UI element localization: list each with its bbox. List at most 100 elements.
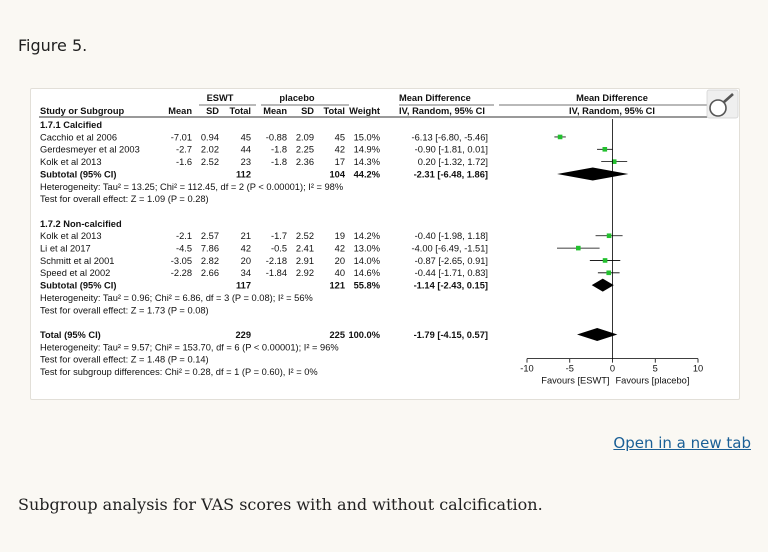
point-estimate — [611, 159, 617, 164]
eswt-sd: 2.82 — [201, 256, 219, 266]
placebo-mean-header: Mean — [263, 106, 287, 116]
weight-value: 55.8% — [354, 281, 381, 291]
placebo-total: 42 — [335, 145, 345, 155]
md-ci-value: -1.14 [-2.43, 0.15] — [414, 281, 488, 291]
md-ci-value: 0.20 [-1.32, 1.72] — [418, 157, 488, 167]
placebo-total: 17 — [335, 157, 345, 167]
eswt-mean: -7.01 — [171, 132, 192, 142]
eswt-total: 34 — [241, 268, 251, 278]
md-ci-value: -0.40 [-1.98, 1.18] — [415, 231, 488, 241]
eswt-sd: 2.52 — [201, 157, 219, 167]
eswt-sd: 0.94 — [201, 132, 219, 142]
md-ci-value: -2.31 [-6.48, 1.86] — [414, 169, 488, 179]
placebo-mean: -1.7 — [271, 231, 287, 241]
weight-value: 14.3% — [354, 157, 380, 167]
placebo-total-header: Total — [323, 106, 345, 116]
study-header: Study or Subgroup — [40, 106, 125, 116]
weight-value: 44.2% — [354, 169, 381, 179]
x-tick-label: -10 — [520, 364, 533, 374]
eswt-mean: -4.5 — [176, 244, 192, 254]
placebo-sd: 2.91 — [296, 256, 314, 266]
placebo-total: 104 — [329, 169, 345, 179]
placebo-total: 121 — [329, 281, 345, 291]
eswt-total: 21 — [241, 231, 251, 241]
point-estimate — [606, 270, 612, 276]
point-estimate — [576, 245, 581, 251]
placebo-mean: -1.84 — [266, 268, 287, 278]
eswt-mean: -2.1 — [176, 231, 192, 241]
eswt-total: 44 — [241, 145, 251, 155]
placebo-sd: 2.36 — [296, 157, 314, 167]
subtotal-label: Subtotal (95% CI) — [40, 281, 116, 291]
study-label: Li et al 2017 — [40, 244, 91, 254]
summary-diamond — [591, 278, 614, 292]
placebo-sd: 2.25 — [296, 145, 314, 155]
placebo-sd: 2.41 — [296, 244, 314, 254]
subtotal-label: Subtotal (95% CI) — [40, 169, 116, 179]
x-tick-label: 10 — [693, 364, 703, 374]
x-tick-label: 5 — [653, 364, 658, 374]
eswt-mean: -2.7 — [176, 145, 192, 155]
note-label: Heterogeneity: Tau² = 9.57; Chi² = 153.7… — [40, 342, 339, 352]
md-ci-value: -0.44 [-1.71, 0.83] — [415, 268, 488, 278]
magnifier-icon — [709, 99, 727, 117]
forest-plot: ESWT placebo Mean Difference Mean Differenc… — [39, 89, 739, 386]
placebo-header: placebo — [279, 93, 314, 103]
md-ci-value: -6.13 [-6.80, -5.46] — [412, 132, 489, 142]
study-label: Kolk et al 2013 — [40, 157, 102, 167]
note-label: Heterogeneity: Tau² = 0.96; Chi² = 6.86,… — [40, 293, 313, 303]
md-header: Mean Difference — [399, 93, 471, 103]
favours-placebo-label: Favours [placebo] — [616, 376, 690, 386]
open-in-new-tab-link[interactable]: Open in a new tab — [613, 434, 751, 452]
weight-value: 14.9% — [354, 145, 380, 155]
placebo-total: 45 — [335, 132, 345, 142]
placebo-sd: 2.52 — [296, 231, 314, 241]
placebo-sd: 2.09 — [296, 132, 314, 142]
placebo-mean: -1.8 — [271, 145, 287, 155]
weight-value: 14.2% — [354, 231, 380, 241]
md-ci-value: -0.87 [-2.65, 0.91] — [415, 256, 488, 266]
note-label: Heterogeneity: Tau² = 13.25; Chi² = 112.… — [40, 182, 343, 192]
md-ci-value: -4.00 [-6.49, -1.51] — [412, 244, 489, 254]
note-label: Test for subgroup differences: Chi² = 0.… — [40, 367, 318, 377]
eswt-total: 20 — [241, 256, 251, 266]
md-ci-value: -0.90 [-1.81, 0.01] — [415, 145, 488, 155]
summary-diamond — [557, 167, 629, 181]
magnifier-icon-handle — [723, 93, 734, 103]
eswt-total: 229 — [235, 330, 251, 340]
placebo-total: 42 — [335, 244, 345, 254]
md-ci-value: -1.79 [-4.15, 0.57] — [414, 330, 488, 340]
placebo-total: 40 — [335, 268, 345, 278]
group-label: 1.7.1 Calcified — [40, 120, 102, 130]
note-label: Test for overall effect: Z = 1.73 (P = 0… — [40, 305, 209, 315]
eswt-mean-header: Mean — [168, 106, 192, 116]
note-label: Test for overall effect: Z = 1.09 (P = 0… — [40, 194, 209, 204]
summary-diamond — [577, 328, 618, 342]
study-label: Kolk et al 2013 — [40, 231, 102, 241]
study-label: Schmitt et al 2001 — [40, 256, 114, 266]
study-label: Cacchio et al 2006 — [40, 132, 117, 142]
study-label: Gerdesmeyer et al 2003 — [40, 145, 140, 155]
study-label: Speed et al 2002 — [40, 268, 110, 278]
eswt-mean: -1.6 — [176, 157, 192, 167]
note-label: Test for overall effect: Z = 1.48 (P = 0… — [40, 355, 209, 365]
subtotal-label: Total (95% CI) — [40, 330, 101, 340]
figure-caption: Subgroup analysis for VAS scores with an… — [18, 495, 543, 514]
weight-value: 13.0% — [354, 244, 380, 254]
eswt-mean: -2.28 — [171, 268, 192, 278]
plot-md-header: Mean Difference — [576, 93, 648, 103]
placebo-sd: 2.92 — [296, 268, 314, 278]
weight-value: 14.0% — [354, 256, 380, 266]
point-estimate — [606, 233, 612, 239]
eswt-sd-header: SD — [206, 106, 219, 116]
eswt-sd: 2.66 — [201, 268, 219, 278]
eswt-mean: -3.05 — [171, 256, 192, 266]
weight-value: 15.0% — [354, 132, 380, 142]
eswt-total: 42 — [241, 244, 251, 254]
placebo-mean: -0.5 — [271, 244, 287, 254]
point-estimate — [602, 258, 608, 263]
favours-eswt-label: Favours [ESWT] — [541, 376, 609, 386]
placebo-mean: -0.88 — [266, 132, 287, 142]
eswt-total: 117 — [236, 281, 251, 291]
eswt-total: 23 — [241, 157, 251, 167]
